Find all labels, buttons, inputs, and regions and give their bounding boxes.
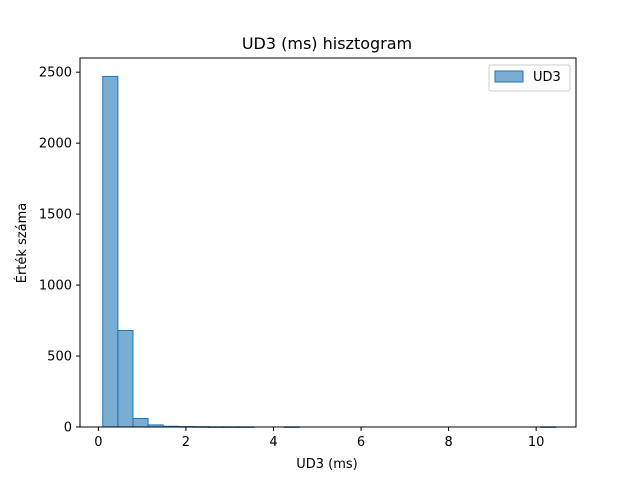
histogram-bar <box>132 417 149 428</box>
x-tick-label: 8 <box>444 435 452 450</box>
x-tick-label: 10 <box>528 435 545 450</box>
x-tick-label: 4 <box>269 435 277 450</box>
y-tick-label: 1000 <box>39 279 72 294</box>
y-tick-label: 2500 <box>39 66 72 81</box>
x-axis-ticks: 0 2 4 6 8 10 <box>94 427 544 450</box>
y-tick-label: 1500 <box>39 208 72 223</box>
histogram-bar <box>117 329 134 428</box>
y-tick-label: 500 <box>47 350 72 365</box>
chart-title: UD3 (ms) hisztogram <box>242 34 412 53</box>
y-axis-ticks: 0 500 1000 1500 2000 2500 <box>39 66 80 436</box>
x-tick-label: 2 <box>182 435 190 450</box>
x-tick-label: 6 <box>357 435 365 450</box>
y-axis-label: Érték száma <box>14 203 30 284</box>
legend-swatch <box>494 70 524 83</box>
legend-label: UD3 <box>533 70 561 85</box>
legend: UD3 <box>488 64 571 92</box>
histogram-bar <box>102 75 119 428</box>
plot-frame <box>79 57 577 428</box>
x-axis-label: UD3 (ms) <box>296 457 358 472</box>
y-tick-label: 0 <box>64 421 72 436</box>
y-tick-label: 2000 <box>39 137 72 152</box>
x-tick-label: 0 <box>94 435 102 450</box>
